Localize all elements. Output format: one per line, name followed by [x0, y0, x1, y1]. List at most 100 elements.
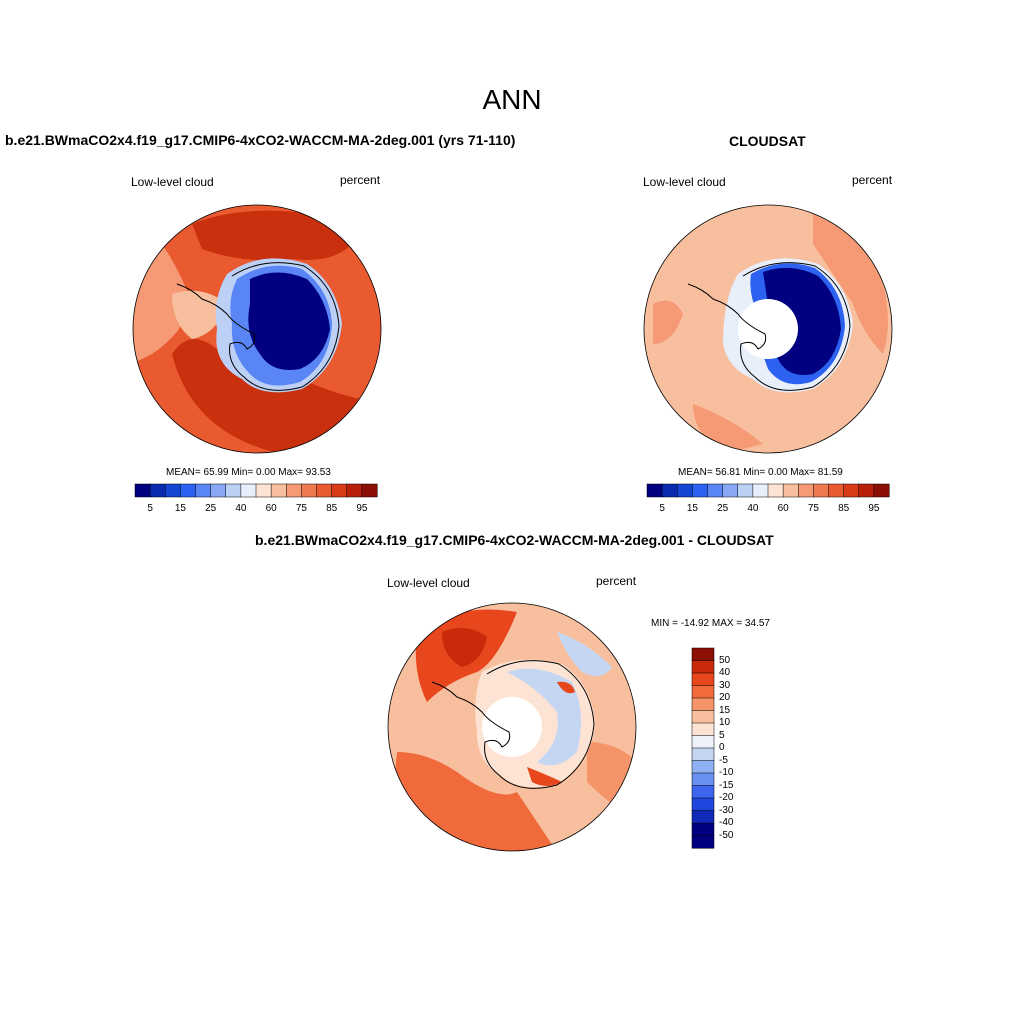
- colorbar-tick-label: 60: [777, 503, 789, 514]
- colorbar-swatch: [691, 785, 715, 799]
- colorbar-tick-label: 75: [807, 503, 819, 514]
- colorbar-tick-label: 0: [719, 742, 725, 753]
- colorbar-swatch: [255, 483, 272, 498]
- colorbar-swatch: [782, 483, 799, 498]
- positive-diff-region: [527, 767, 562, 786]
- colorbar-swatch: [828, 483, 845, 498]
- diff-units-label: percent: [596, 574, 637, 588]
- colorbar-tick-label: 40: [747, 503, 759, 514]
- colorbar-tick-label: -15: [719, 779, 734, 791]
- low-cloud-region: [172, 290, 227, 339]
- colorbar-swatch: [165, 483, 181, 498]
- colorbar-swatch: [858, 483, 875, 498]
- colorbar-tick-label: -30: [719, 804, 734, 816]
- colorbar-swatch: [691, 697, 715, 712]
- low-cloud-region: [133, 244, 192, 364]
- missing-data-hole: [738, 299, 798, 359]
- obs-units-label: percent: [852, 173, 893, 187]
- coastline: [431, 660, 595, 789]
- colorbar-tick-label: -5: [719, 754, 728, 766]
- colorbar-tick-label: -20: [719, 792, 734, 803]
- moderate-cloud-region: [653, 300, 683, 344]
- colorbar-tick-label: 15: [719, 704, 731, 716]
- high-cloud-region: [172, 339, 381, 453]
- model-colorbar: [134, 483, 378, 498]
- colorbar-tick-label: 50: [719, 654, 731, 666]
- colorbar-swatch: [691, 647, 715, 662]
- colorbar-swatch: [346, 483, 363, 498]
- model-units-label: percent: [340, 173, 381, 187]
- colorbar-swatch: [691, 760, 715, 774]
- colorbar-swatch: [873, 483, 890, 498]
- colorbar-swatch: [691, 835, 715, 849]
- colorbar-tick-label: 95: [356, 503, 368, 514]
- colorbar-swatch: [691, 685, 715, 699]
- colorbar-swatch: [691, 660, 715, 674]
- obs-polar-map: [643, 204, 893, 454]
- positive-diff-region: [557, 681, 575, 694]
- colorbar-swatch: [331, 483, 348, 498]
- diff-stats: MIN = -14.92 MAX = 34.57: [651, 618, 770, 629]
- negative-diff-region: [507, 668, 581, 766]
- colorbar-swatch: [210, 483, 227, 498]
- colorbar-tick-label: 95: [868, 503, 880, 514]
- model-variable-label: Low-level cloud: [131, 175, 214, 189]
- colorbar-tick-label: 20: [719, 692, 731, 703]
- colorbar-swatch: [286, 483, 302, 498]
- colorbar-swatch: [691, 822, 715, 837]
- colorbar-swatch: [813, 483, 830, 498]
- colorbar-tick-label: 30: [719, 679, 731, 691]
- colorbar-tick-label: 40: [719, 667, 731, 678]
- ice-core: [248, 272, 330, 370]
- colorbar-swatch: [195, 483, 212, 498]
- colorbar-swatch: [691, 810, 715, 824]
- colorbar-tick-label: -40: [719, 817, 734, 828]
- colorbar-tick-label: 10: [719, 717, 731, 728]
- colorbar-tick-label: 75: [295, 503, 307, 514]
- colorbar-swatch: [707, 483, 724, 498]
- colorbar-tick-label: -50: [719, 829, 734, 841]
- colorbar-tick-label: 5: [659, 503, 665, 514]
- colorbar-swatch: [752, 483, 769, 498]
- colorbar-swatch: [691, 722, 715, 737]
- moderate-cloud-region: [813, 214, 888, 354]
- colorbar-swatch: [661, 483, 678, 498]
- colorbar-swatch: [691, 735, 715, 749]
- model-polar-map: [132, 204, 382, 454]
- colorbar-tick-label: 25: [205, 503, 217, 514]
- colorbar-tick-label: 85: [838, 503, 850, 514]
- colorbar-swatch: [134, 483, 151, 498]
- colorbar-swatch: [691, 797, 715, 812]
- positive-diff-region: [442, 628, 487, 667]
- diff-polar-map: [387, 602, 637, 852]
- figure-title: ANN: [482, 84, 542, 115]
- coastline: [176, 262, 340, 391]
- colorbar-swatch: [646, 483, 663, 498]
- colorbar-tick-label: 15: [174, 503, 186, 514]
- colorbar-swatch: [301, 483, 318, 498]
- colorbar-swatch: [677, 483, 693, 498]
- colorbar-tick-label: 85: [326, 503, 338, 514]
- high-cloud-region: [192, 210, 352, 261]
- colorbar-swatch: [692, 483, 709, 498]
- colorbar-tick-label: 60: [265, 503, 277, 514]
- colorbar-swatch: [316, 483, 333, 498]
- negative-diff-region: [557, 632, 612, 676]
- colorbar-swatch: [270, 483, 287, 498]
- colorbar-swatch: [361, 483, 378, 498]
- coastline: [687, 262, 851, 391]
- colorbar-swatch: [691, 772, 715, 787]
- diff-variable-label: Low-level cloud: [387, 576, 470, 590]
- colorbar-swatch: [798, 483, 814, 498]
- colorbar-swatch: [722, 483, 739, 498]
- colorbar-swatch: [149, 483, 166, 498]
- diff-panel-title: b.e21.BWmaCO2x4.f19_g17.CMIP6-4xCO2-WACC…: [255, 532, 774, 548]
- model-panel-title: b.e21.BWmaCO2x4.f19_g17.CMIP6-4xCO2-WACC…: [5, 132, 516, 148]
- colorbar-swatch: [240, 483, 257, 498]
- colorbar-tick-label: 40: [235, 503, 247, 514]
- colorbar-swatch: [767, 483, 784, 498]
- colorbar-swatch: [180, 483, 197, 498]
- colorbar-swatch: [691, 747, 715, 762]
- obs-panel-title: CLOUDSAT: [729, 133, 806, 149]
- obs-stats: MEAN= 56.81 Min= 0.00 Max= 81.59: [678, 467, 843, 478]
